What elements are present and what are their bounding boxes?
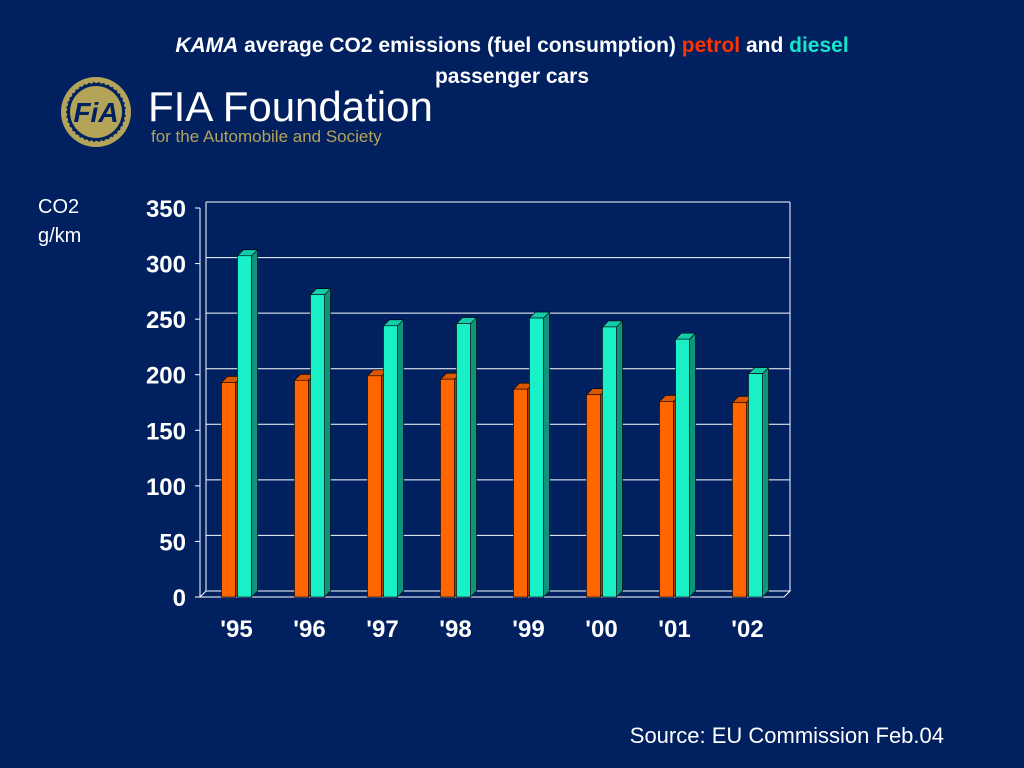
y-tick-label: 250 (146, 307, 186, 334)
y-tick-label: 350 (146, 196, 186, 223)
diesel-bar (456, 323, 471, 598)
diesel-bar (529, 317, 544, 598)
y-tick-label: 200 (146, 363, 186, 390)
x-tick-label: '01 (658, 616, 690, 643)
x-tick-label: '96 (293, 616, 325, 643)
x-tick-label: '99 (512, 616, 544, 643)
y-tick-label: 300 (146, 252, 186, 279)
title-middle: average CO2 emissions (fuel consumption) (238, 34, 682, 57)
x-tick-label: '98 (439, 616, 471, 643)
y-axis-label-line1: CO2 (38, 196, 80, 218)
diesel-bar-side (251, 249, 258, 598)
diesel-bar (383, 325, 398, 598)
diesel-bar (748, 373, 763, 598)
petrol-bar (659, 401, 674, 598)
x-tick-label: '97 (366, 616, 398, 643)
chart-floor (198, 590, 792, 598)
x-tick-label: '00 (585, 616, 617, 643)
y-tick-label: 0 (173, 585, 186, 612)
x-tick-label: '95 (220, 616, 252, 643)
title-kama: KAMA (175, 34, 239, 57)
title-and: and (740, 34, 790, 57)
y-axis-label: CO2 g/km (38, 193, 81, 251)
diesel-bar-side (762, 366, 769, 598)
diesel-bar (602, 326, 617, 598)
diesel-bar-side (689, 332, 696, 598)
diesel-bar (675, 338, 690, 598)
diesel-bar-side (470, 316, 477, 598)
source-note: Source: EU Commission Feb.04 (629, 723, 944, 748)
fia-foundation-logo: FiA FIA Foundation for the Automobile an… (61, 77, 433, 147)
diesel-bar-side (616, 320, 623, 598)
diesel-bar-side (324, 287, 331, 598)
diesel-bar (237, 255, 252, 598)
diesel-bar-side (397, 319, 404, 598)
petrol-bar (586, 394, 601, 598)
petrol-bar (367, 375, 382, 598)
petrol-bar (732, 402, 747, 598)
petrol-bar (294, 379, 309, 598)
diesel-bar-side (543, 311, 550, 598)
y-tick-label: 50 (159, 529, 186, 556)
y-axis-label-line2: g/km (38, 225, 82, 247)
petrol-bar (221, 382, 236, 598)
logo-name: FIA Foundation (148, 83, 433, 130)
y-tick-label: 150 (146, 418, 186, 445)
y-tick-label: 100 (146, 474, 186, 501)
petrol-bar (513, 388, 528, 598)
title-diesel: diesel (789, 34, 849, 57)
title-line2: passenger cars (434, 65, 590, 88)
slide-title: KAMA average CO2 emissions (fuel consump… (0, 30, 1024, 92)
petrol-bar (440, 378, 455, 598)
title-petrol: petrol (681, 34, 741, 57)
logo-emblem-text: FiA (73, 97, 118, 128)
diesel-bar (310, 294, 325, 598)
x-tick-label: '02 (731, 616, 763, 643)
logo-tagline: for the Automobile and Society (151, 127, 382, 146)
